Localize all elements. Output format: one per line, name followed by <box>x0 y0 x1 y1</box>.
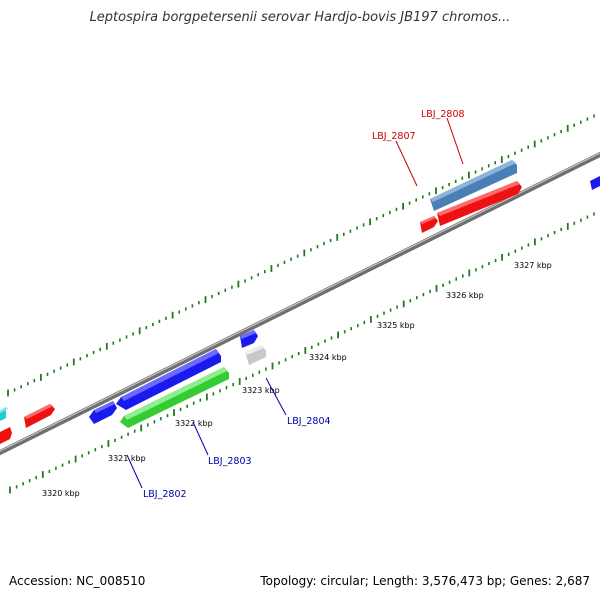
tick-label-3327: 3327 kbp <box>514 261 552 270</box>
tick-label-3323: 3323 kbp <box>242 386 280 395</box>
forward-genes <box>0 160 600 428</box>
gene-blue-tiny[interactable] <box>240 330 258 348</box>
tick-label-3320: 3320 kbp <box>42 489 80 498</box>
gene-label-LBJ_2803[interactable]: LBJ_2803 <box>208 456 252 467</box>
gene-red-left-stub[interactable] <box>0 427 12 444</box>
gene-red-small[interactable] <box>420 216 438 233</box>
gene-labels: LBJ_2808 LBJ_2807 LBJ_2802 LBJ_2803 LBJ_… <box>143 109 465 500</box>
gene-label-LBJ_2804[interactable]: LBJ_2804 <box>287 416 331 427</box>
gene-label-LBJ_2808[interactable]: LBJ_2808 <box>421 109 465 120</box>
footer-accession: Accession: NC_008510 <box>9 574 146 588</box>
gene-blue-small[interactable] <box>89 401 117 424</box>
outer-tick-row <box>7 114 595 397</box>
page-title: Leptospira borgpetersenii serovar Hardjo… <box>89 10 511 25</box>
ruler-labels: 3320 kbp 3321 kbp 3322 kbp 3323 kbp 3324… <box>42 261 552 498</box>
gene-LBJ_2802[interactable] <box>116 349 221 410</box>
gene-LBJ_2803[interactable] <box>120 367 229 428</box>
tick-label-3324: 3324 kbp <box>309 353 347 362</box>
reverse-genes <box>0 330 266 444</box>
label-leaders <box>126 117 464 489</box>
gene-label-LBJ_2807[interactable]: LBJ_2807 <box>372 131 416 142</box>
gene-cyan-stub[interactable] <box>0 407 8 422</box>
tick-label-3325: 3325 kbp <box>377 321 415 330</box>
footer-topology: Topology: circular; Length: 3,576,473 bp… <box>260 574 590 588</box>
backbone <box>0 151 600 456</box>
gene-label-LBJ_2802[interactable]: LBJ_2802 <box>143 489 187 500</box>
inner-tick-row <box>9 212 595 494</box>
tick-label-3321: 3321 kbp <box>108 454 146 463</box>
gene-red-left[interactable] <box>24 404 55 428</box>
gene-LBJ_2804[interactable] <box>245 345 266 365</box>
gene-LBJ_2808[interactable] <box>430 160 517 211</box>
gene-blue-right-stub[interactable] <box>590 176 600 190</box>
gene-LBJ_2807[interactable] <box>437 181 522 226</box>
tick-label-3326: 3326 kbp <box>446 291 484 300</box>
